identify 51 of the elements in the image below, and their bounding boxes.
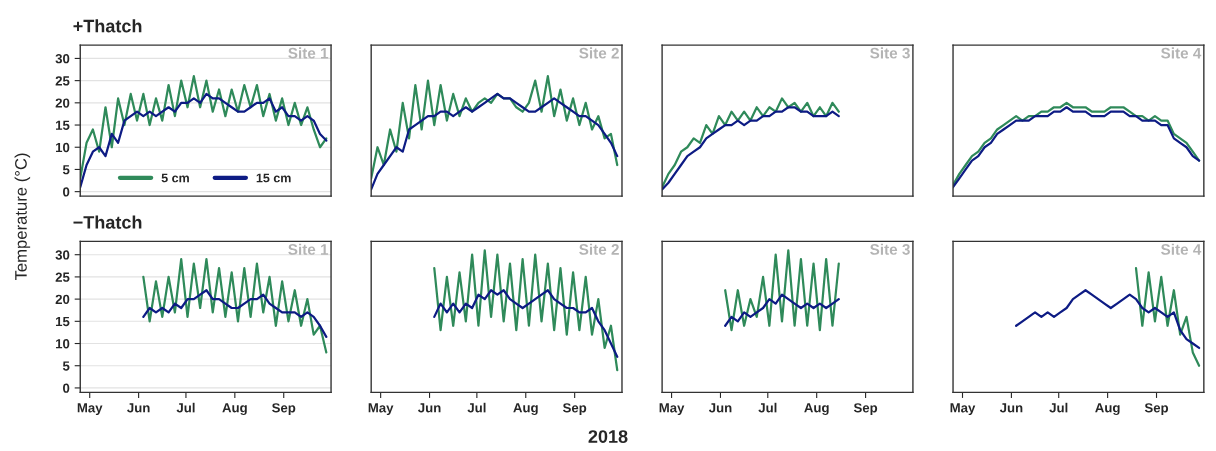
y-tick-label: 10	[56, 339, 70, 349]
x-tick-label: May	[368, 403, 394, 416]
line-series	[80, 92, 328, 189]
legend-label: 15 cm	[256, 173, 291, 183]
x-tick-label: Sep	[562, 403, 587, 416]
annotation: Site 1	[288, 243, 329, 255]
y-tick-label: 0	[63, 383, 70, 393]
annotation: Site 4	[1161, 243, 1202, 255]
y-tick-label: 10	[56, 142, 70, 153]
annotation: Site 2	[579, 243, 619, 255]
x-tick-label: Jul	[1049, 402, 1068, 413]
y-tick-label: 20	[55, 294, 70, 305]
y-tick-label: 25	[55, 272, 70, 282]
y-tick-label: 5	[62, 361, 70, 371]
x-tick-label: Aug	[222, 403, 247, 416]
y-tick-label: 20	[55, 98, 70, 108]
x-tick-label: Jul	[467, 402, 486, 413]
x-tick-label: May	[659, 403, 685, 416]
x-tick-label: Sep	[853, 403, 878, 416]
annotation: Site 4	[1161, 47, 1202, 59]
y-tick-label: 30	[55, 53, 70, 64]
x-tick-label: May	[77, 403, 103, 416]
annotation: Site 1	[288, 47, 329, 59]
y-tick-label: 15	[56, 120, 70, 130]
chart-title: −Thatch	[73, 215, 142, 229]
annotation: Site 3	[870, 243, 910, 255]
line-series	[142, 289, 328, 338]
x-tick-label: Jun	[708, 403, 732, 413]
y-tick-label: 30	[55, 250, 70, 260]
x-tick-label: May	[950, 403, 976, 416]
x-tick-label: Jun	[999, 403, 1023, 413]
x-tick-label: Aug	[804, 403, 829, 416]
x-tick-label: Jul	[176, 402, 195, 413]
annotation: Site 2	[579, 47, 619, 59]
x-tick-label: Aug	[1095, 403, 1120, 416]
annotation: Site 3	[870, 47, 910, 59]
x-tick-label: Jul	[758, 402, 777, 413]
x-tick-label: Jun	[127, 403, 150, 413]
x-tick-label: Aug	[513, 403, 538, 416]
line-series	[142, 258, 328, 354]
y-tick-label: 15	[56, 317, 70, 327]
y-tick-label: 0	[63, 187, 70, 197]
x-tick-label: Sep	[272, 403, 296, 416]
x-tick-label: Sep	[1144, 403, 1169, 416]
y-tick-label: 25	[55, 76, 70, 86]
chart-title: +Thatch	[73, 19, 142, 33]
x-tick-label: Jun	[418, 403, 441, 413]
x-axis-title: 2018	[588, 430, 628, 443]
y-tick-label: 5	[62, 165, 70, 175]
legend-label: 5 cm	[161, 173, 189, 183]
y-axis-title: Temperature (°C)	[14, 153, 31, 281]
